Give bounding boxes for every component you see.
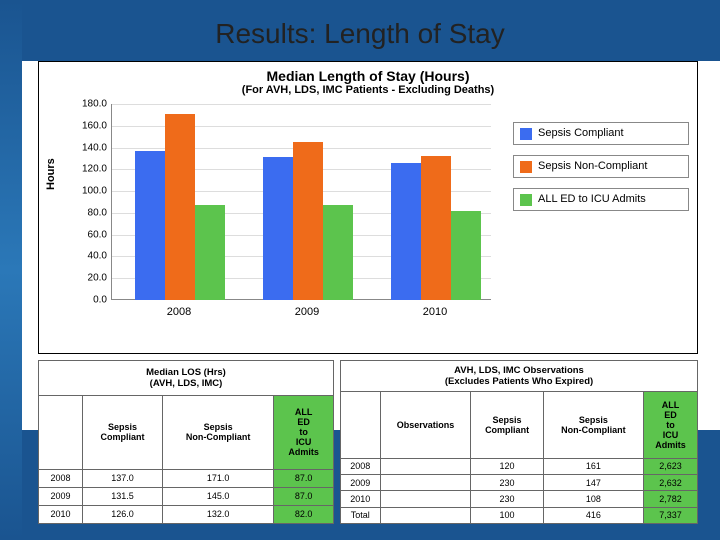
table-row: 2008 1201612,623 [341, 458, 698, 474]
table-column-header [39, 395, 83, 469]
table-cell: 82.0 [274, 505, 334, 523]
y-axis-label: Hours [45, 158, 57, 190]
table-cell: 108 [543, 491, 643, 507]
table-cell: 2010 [341, 491, 381, 507]
table-column-header: Observations [380, 392, 471, 458]
table-cell: 2,623 [644, 458, 698, 474]
legend-swatch [520, 161, 532, 173]
table-cell [380, 507, 471, 523]
table-title: Median LOS (Hrs)(AVH, LDS, IMC) [39, 361, 334, 396]
y-tick-label: 140.0 [67, 142, 107, 153]
table-column-header: ALLEDtoICUAdmits [274, 395, 334, 469]
table-row: Total 1004167,337 [341, 507, 698, 523]
table-cell: 2010 [39, 505, 83, 523]
table-cell: 161 [543, 458, 643, 474]
table-title: AVH, LDS, IMC Observations(Excludes Pati… [341, 361, 698, 392]
bar [165, 114, 195, 300]
bar [323, 205, 353, 300]
x-tick-label: 2009 [257, 306, 357, 318]
table-cell: 100 [471, 507, 543, 523]
y-tick-label: 100.0 [67, 186, 107, 197]
observations-table: AVH, LDS, IMC Observations(Excludes Pati… [340, 360, 698, 524]
plot-area [111, 104, 491, 300]
left-accent-bar [0, 0, 22, 540]
x-tick-label: 2008 [129, 306, 229, 318]
bar [195, 205, 225, 300]
table-cell: 230 [471, 491, 543, 507]
chart-legend: Sepsis Compliant Sepsis Non-Compliant ALL … [513, 122, 689, 221]
table-cell: 137.0 [82, 469, 162, 487]
table-cell: 2009 [341, 475, 381, 491]
table-cell: 2008 [39, 469, 83, 487]
table-row: 2010 2301082,782 [341, 491, 698, 507]
y-tick-label: 60.0 [67, 229, 107, 240]
x-tick-label: 2010 [385, 306, 485, 318]
chart-subtitle: (For AVH, LDS, IMC Patients - Excluding … [39, 84, 697, 100]
table-cell: 126.0 [82, 505, 162, 523]
chart-panel: Median Length of Stay (Hours) (For AVH, … [38, 61, 698, 354]
table-column-header [341, 392, 381, 458]
bar [135, 151, 165, 300]
legend-item: Sepsis Compliant [513, 122, 689, 145]
table-cell: 416 [543, 507, 643, 523]
table-cell [380, 475, 471, 491]
legend-swatch [520, 194, 532, 206]
y-tick-label: 20.0 [67, 273, 107, 284]
table-row: 2010126.0132.082.0 [39, 505, 334, 523]
y-tick-label: 40.0 [67, 251, 107, 262]
table-cell: 2,632 [644, 475, 698, 491]
table-cell: 132.0 [163, 505, 274, 523]
table-cell: 145.0 [163, 487, 274, 505]
table-row: 2009 2301472,632 [341, 475, 698, 491]
bar [263, 157, 293, 300]
table-cell [380, 458, 471, 474]
table-cell: 7,337 [644, 507, 698, 523]
table-cell: 147 [543, 475, 643, 491]
legend-label: ALL ED to ICU Admits [538, 193, 646, 205]
table-column-header: SepsisCompliant [471, 392, 543, 458]
table-cell: 120 [471, 458, 543, 474]
table-cell: 87.0 [274, 469, 334, 487]
bar [293, 142, 323, 300]
page-title: Results: Length of Stay [0, 18, 720, 50]
table-column-header: ALLEDtoICUAdmits [644, 392, 698, 458]
legend-item: Sepsis Non-Compliant [513, 155, 689, 178]
bar [391, 163, 421, 300]
y-tick-label: 180.0 [67, 99, 107, 110]
table-column-header: SepsisNon-Compliant [543, 392, 643, 458]
y-tick-label: 120.0 [67, 164, 107, 175]
table-cell: 230 [471, 475, 543, 491]
table-column-header: SepsisNon-Compliant [163, 395, 274, 469]
y-tick-label: 0.0 [67, 295, 107, 306]
table-cell: 2008 [341, 458, 381, 474]
tables-row: Median LOS (Hrs)(AVH, LDS, IMC)SepsisCom… [38, 360, 698, 524]
table-cell: 87.0 [274, 487, 334, 505]
bar [451, 211, 481, 300]
legend-label: Sepsis Non-Compliant [538, 160, 647, 172]
chart-title: Median Length of Stay (Hours) [39, 62, 697, 84]
median-los-table: Median LOS (Hrs)(AVH, LDS, IMC)SepsisCom… [38, 360, 334, 524]
chart-body: Hours 0.020.040.060.080.0100.0120.0140.0… [61, 104, 501, 332]
legend-item: ALL ED to ICU Admits [513, 188, 689, 211]
table-column-header: SepsisCompliant [82, 395, 162, 469]
y-tick-label: 80.0 [67, 207, 107, 218]
table-cell: 171.0 [163, 469, 274, 487]
table-cell: 131.5 [82, 487, 162, 505]
y-tick-label: 160.0 [67, 120, 107, 131]
table-cell: 2009 [39, 487, 83, 505]
table-cell: Total [341, 507, 381, 523]
legend-swatch [520, 128, 532, 140]
table-cell: 2,782 [644, 491, 698, 507]
bar [421, 156, 451, 300]
table-cell [380, 491, 471, 507]
table-row: 2008137.0171.087.0 [39, 469, 334, 487]
legend-label: Sepsis Compliant [538, 127, 624, 139]
table-row: 2009131.5145.087.0 [39, 487, 334, 505]
